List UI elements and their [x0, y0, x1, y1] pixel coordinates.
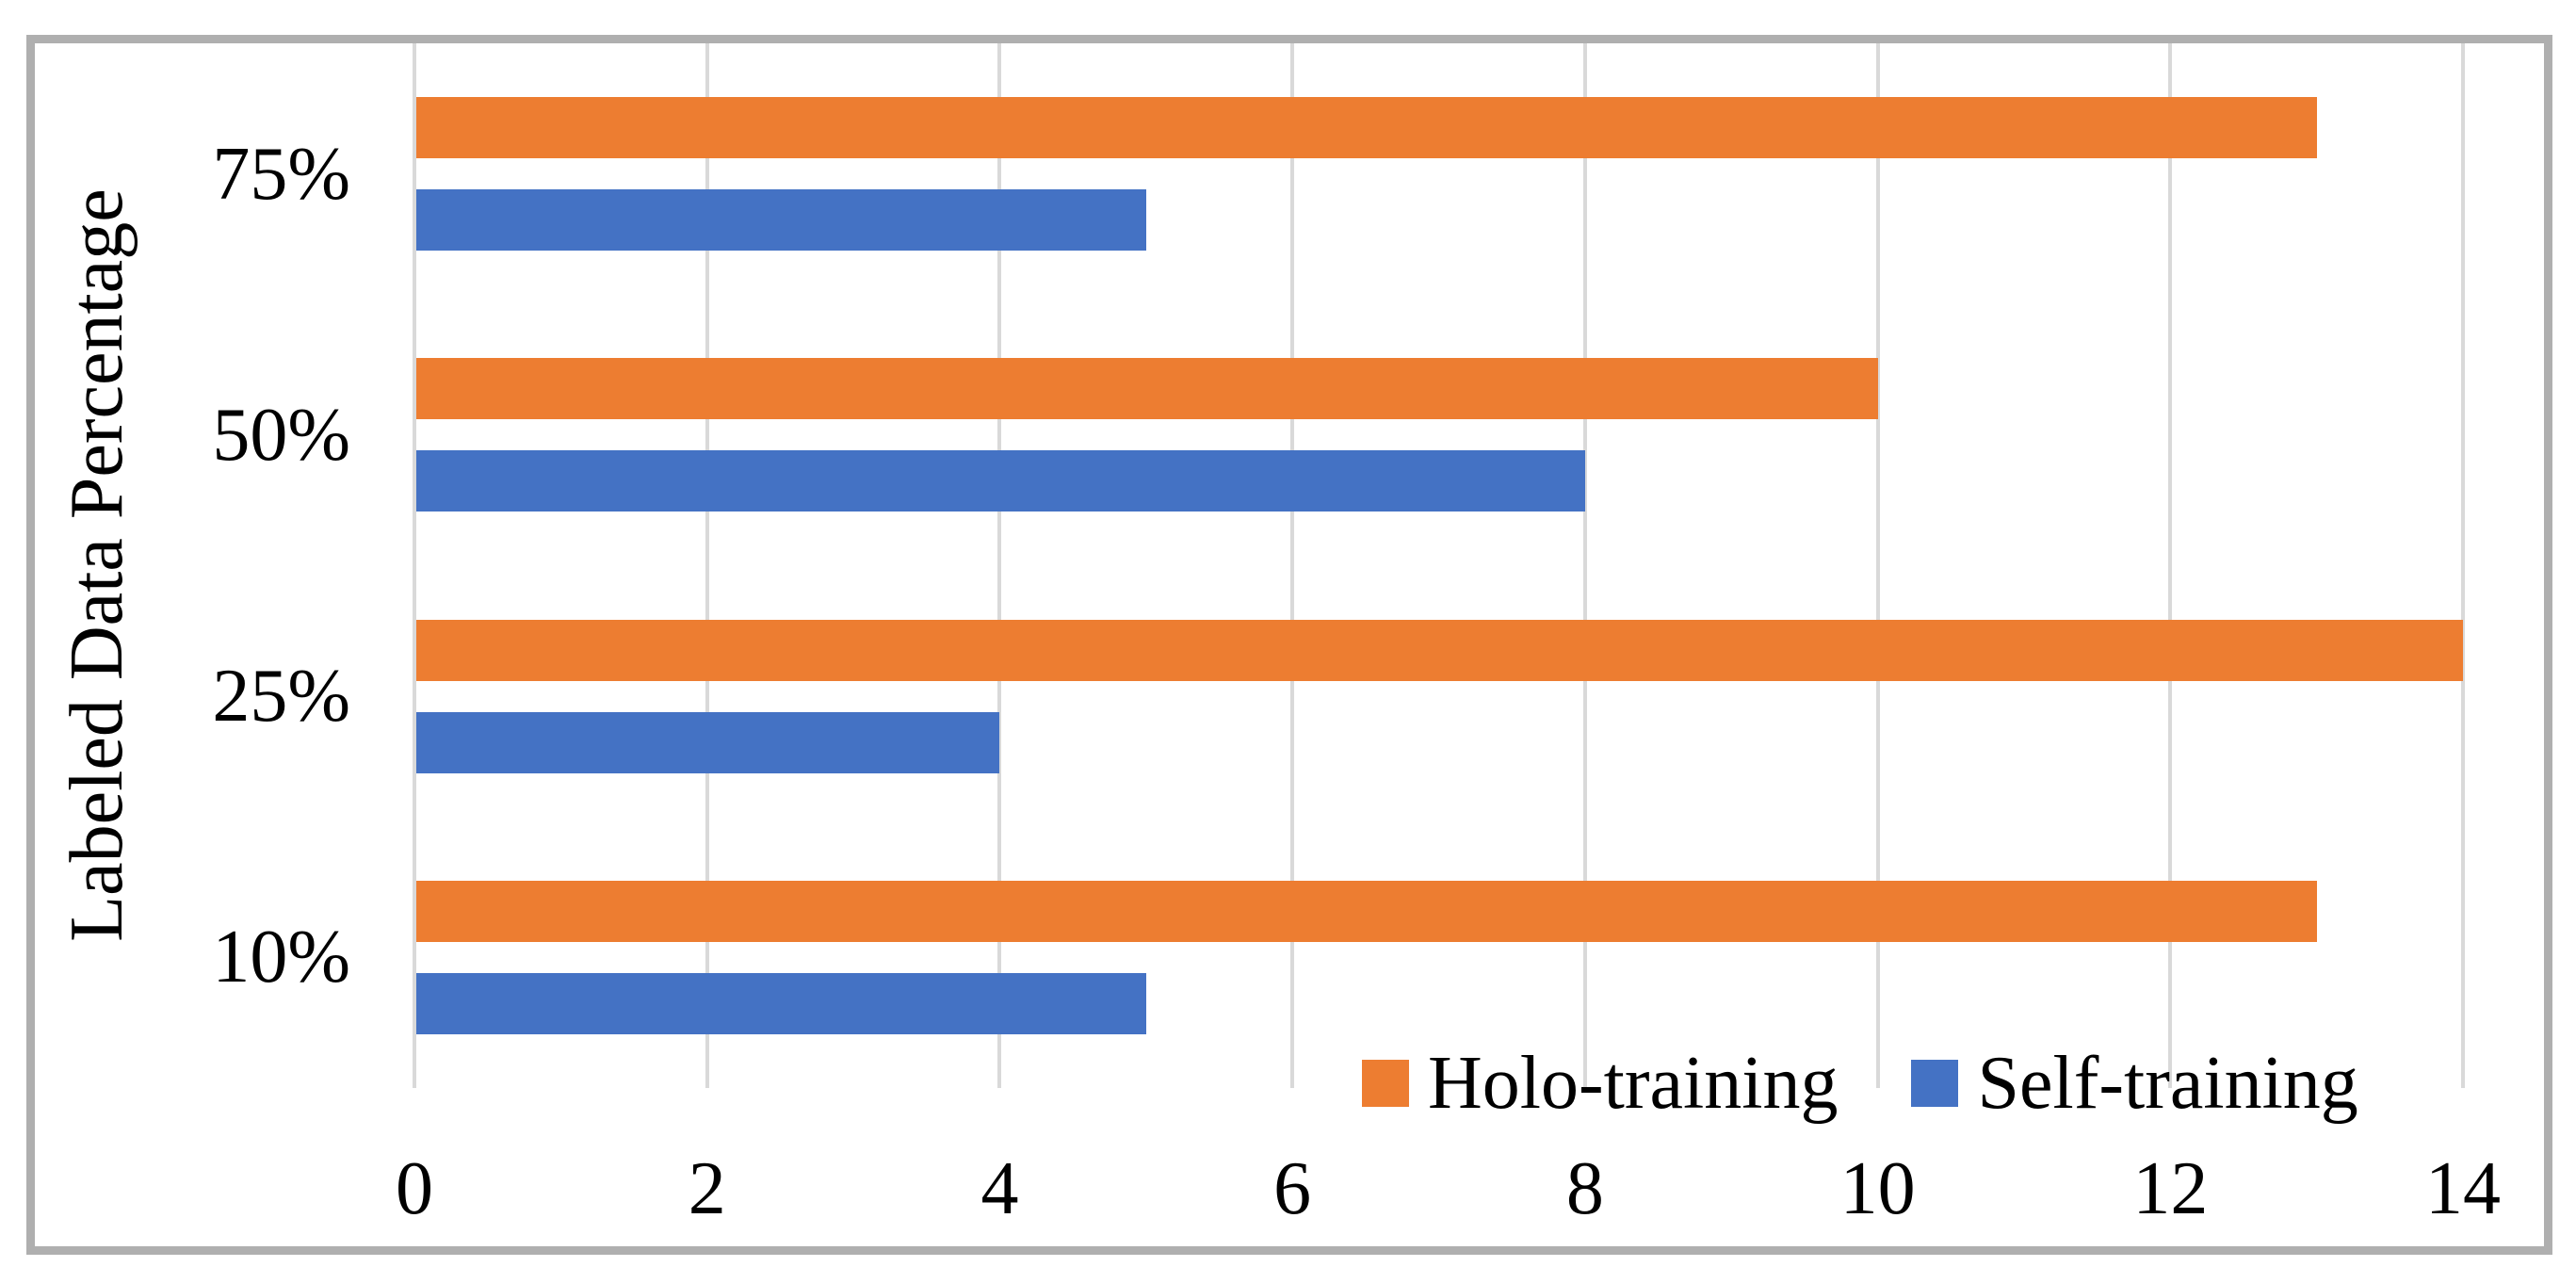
gridline-x-0: [413, 43, 416, 1088]
category-label-75: 75%: [212, 132, 350, 216]
bar-self-training-10: [416, 972, 1146, 1034]
gridline-x-14: [2461, 43, 2466, 1088]
bar-holo-training-10: [416, 880, 2317, 942]
legend: Holo-training Self-training: [1362, 1038, 2358, 1129]
x-tick-label-14: 14: [2425, 1147, 2502, 1230]
gridline-x-12: [2168, 43, 2173, 1088]
legend-label-self-training: Self-training: [1977, 1042, 2358, 1125]
bar-self-training-50: [416, 450, 1585, 512]
category-label-50: 50%: [212, 393, 350, 477]
x-tick-label-6: 6: [1273, 1147, 1312, 1230]
gridline-x-10: [1875, 43, 1880, 1088]
legend-item-holo-training: Holo-training: [1362, 1038, 1838, 1129]
category-label-25: 25%: [212, 655, 350, 739]
x-tick-label-4: 4: [980, 1147, 1019, 1230]
legend-label-holo-training: Holo-training: [1428, 1042, 1839, 1125]
bar-holo-training-25: [416, 619, 2464, 681]
bar-self-training-25: [416, 711, 1000, 773]
bar-holo-training-75: [416, 97, 2317, 159]
x-tick-label-8: 8: [1565, 1147, 1604, 1230]
x-tick-label-0: 0: [396, 1147, 433, 1230]
legend-swatch-self-training: [1911, 1060, 1959, 1107]
x-tick-label-12: 12: [2132, 1147, 2209, 1230]
bar-self-training-75: [416, 189, 1146, 252]
gridline-x-2: [705, 43, 709, 1088]
chart-frame: [26, 35, 2552, 1255]
bar-holo-training-50: [416, 358, 1878, 420]
legend-swatch-holo-training: [1362, 1060, 1409, 1107]
x-tick-label-2: 2: [688, 1147, 726, 1230]
gridline-x-6: [1290, 43, 1295, 1088]
x-tick-label-10: 10: [1839, 1147, 1916, 1230]
gridline-x-8: [1582, 43, 1587, 1088]
gridline-x-4: [997, 43, 1002, 1088]
legend-item-self-training: Self-training: [1911, 1038, 2358, 1129]
category-label-10: 10%: [212, 916, 350, 999]
